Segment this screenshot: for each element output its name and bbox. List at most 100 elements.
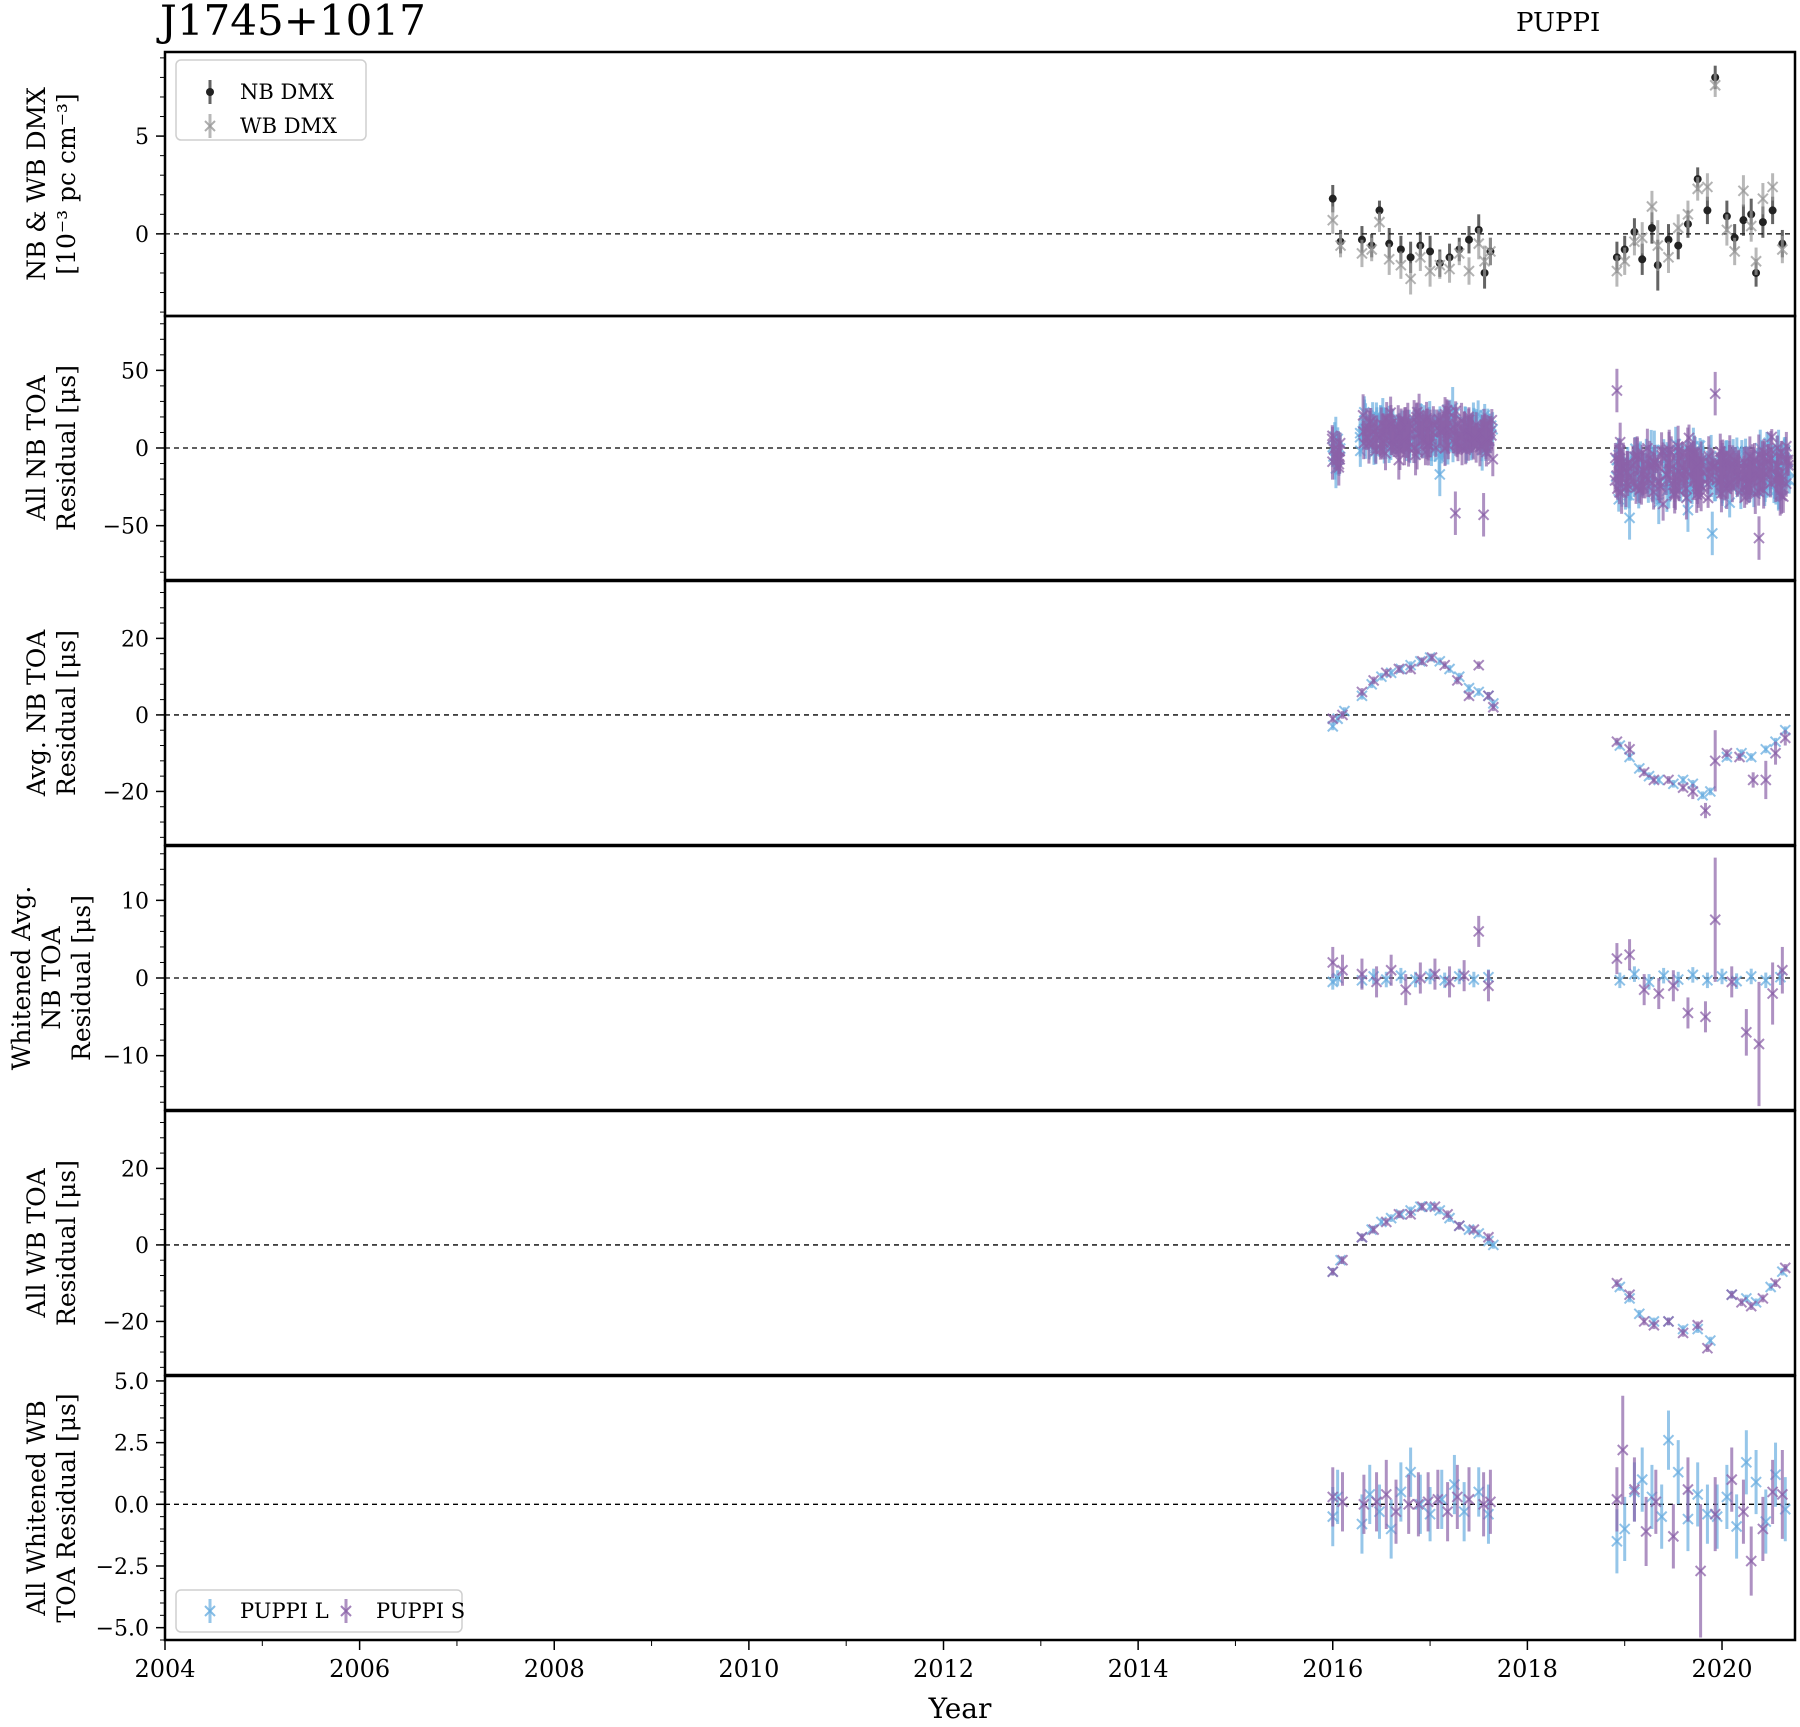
data-point-163-b [1436, 426, 1448, 438]
data-point-3-b [1370, 976, 1383, 988]
data-point-30-b [1750, 1476, 1762, 1488]
y-axis-label: Residual [μs] [67, 895, 96, 1061]
data-point-2-b [1356, 1231, 1368, 1243]
data-point-22-b [1760, 974, 1772, 987]
data-point-26-b [1691, 183, 1704, 195]
data-point-11-b [1443, 263, 1456, 275]
data-point-188-b [1447, 427, 1460, 440]
y-tick-label: 5.0 [114, 1370, 149, 1395]
data-point-154-b [1427, 417, 1440, 430]
data-point-12-b [1473, 659, 1485, 671]
data-point-16-b [1617, 1444, 1629, 1456]
data-point-4-b [1385, 964, 1397, 976]
data-point-11-b [1468, 1223, 1480, 1236]
data-point-11-b [1443, 1212, 1456, 1224]
data-point-19-b [1716, 970, 1728, 983]
data-point-169-b [1363, 437, 1375, 450]
data-point-189-b [1369, 424, 1382, 437]
data-point-412-b [1782, 459, 1795, 471]
data-point-429-b [1706, 527, 1718, 540]
data-point-20-b [1667, 1530, 1680, 1543]
y-axis-label: All NB TOA [22, 374, 51, 521]
data-point-13-b [1473, 1486, 1485, 1498]
data-point-7 [1406, 253, 1415, 262]
data-point-2-b [1356, 968, 1368, 980]
data-point-17-b [1638, 766, 1650, 779]
y-tick-label: −20 [103, 780, 149, 805]
data-point-187-b [1398, 434, 1411, 446]
legend-label: PUPPI S [376, 1599, 465, 1623]
data-point-10-b [1326, 430, 1339, 442]
data-point-25-b [1769, 1277, 1782, 1289]
y-axis-label: Residual [μs] [52, 365, 81, 531]
data-point-23-b [1709, 1508, 1721, 1520]
y-tick-label: −10 [103, 1045, 149, 1070]
data-point-15-b [1657, 969, 1670, 982]
data-point-26-b [1779, 1262, 1791, 1274]
data-point-400-b [1722, 456, 1734, 469]
y-axis-label: NB & WB DMX [22, 87, 51, 281]
data-point-15-b [1653, 987, 1665, 1000]
receiver-label: PUPPI [1516, 8, 1601, 38]
panel-frame [163, 50, 1797, 318]
data-point-24-b [1776, 964, 1789, 976]
data-point-17-b [1611, 265, 1623, 277]
data-point-22-b [1653, 774, 1665, 786]
data-point-21-b [1687, 785, 1699, 798]
data-point-31 [1739, 216, 1748, 225]
data-point-13-b [1611, 1277, 1623, 1289]
y-tick-label: 0 [135, 704, 149, 729]
data-point-24 [1674, 241, 1683, 250]
data-point-0-b [1327, 214, 1339, 226]
data-point-18-b [1677, 1327, 1689, 1339]
data-point-177-b [1386, 423, 1399, 435]
data-point-161-b [1411, 444, 1423, 457]
data-point-24-b [1757, 1292, 1769, 1305]
data-point-25-b [1682, 208, 1694, 221]
data-point-144-b [1358, 437, 1370, 449]
data-point-402-b [1752, 486, 1765, 498]
chart-title: J1745+1017 [160, 0, 426, 45]
x-tick-label: 2012 [913, 1655, 974, 1683]
data-point-2-b [1356, 247, 1368, 260]
data-point-8-b [1429, 1200, 1441, 1213]
y-tick-label: 20 [121, 1157, 149, 1182]
data-point-13-b [1477, 1498, 1490, 1511]
series-puppi-l [1327, 1200, 1789, 1347]
data-point-15-b [1638, 1315, 1650, 1328]
y-axis-label: All WB TOA [22, 1167, 51, 1318]
data-point-173-b [1480, 434, 1492, 447]
data-point-29-b [1779, 732, 1791, 744]
data-point-27-b [1701, 181, 1714, 193]
data-point-6-b [1395, 259, 1407, 271]
data-point-29-b [1740, 1456, 1753, 1469]
data-point-8-b [1443, 976, 1456, 988]
legend-dmx-frame [175, 59, 367, 141]
data-point-183-b [1357, 409, 1369, 422]
data-point-19-b [1628, 235, 1641, 248]
data-point-16-b [1667, 980, 1680, 992]
y-tick-label: −50 [103, 515, 149, 540]
data-point-5-b [1390, 1505, 1402, 1518]
legend-marker-b [204, 1605, 216, 1617]
data-point-420-b [1668, 475, 1680, 487]
data-point-4-b [1380, 1216, 1392, 1228]
data-point-10-b [1434, 259, 1446, 271]
data-point-15-b [1473, 686, 1485, 698]
data-point-14-b [1623, 1288, 1636, 1301]
data-point-179-b [1385, 418, 1397, 430]
data-point-22-b [1735, 1296, 1748, 1309]
y-axis-label: Residual [μs] [52, 1160, 81, 1326]
y-tick-label: 10 [121, 889, 149, 914]
data-point-12-b [1614, 974, 1626, 987]
y-tick-label: 20 [121, 627, 149, 652]
data-point-31-b [1760, 743, 1772, 756]
data-point-273-b [1771, 442, 1784, 454]
plot-area [1327, 651, 1791, 819]
plot-area [1327, 1200, 1791, 1354]
data-point-15-b [1478, 255, 1491, 267]
data-point-17-b [1662, 1315, 1675, 1328]
data-point-22-b [1753, 1038, 1765, 1050]
y-tick-label: 0.0 [114, 1493, 149, 1518]
